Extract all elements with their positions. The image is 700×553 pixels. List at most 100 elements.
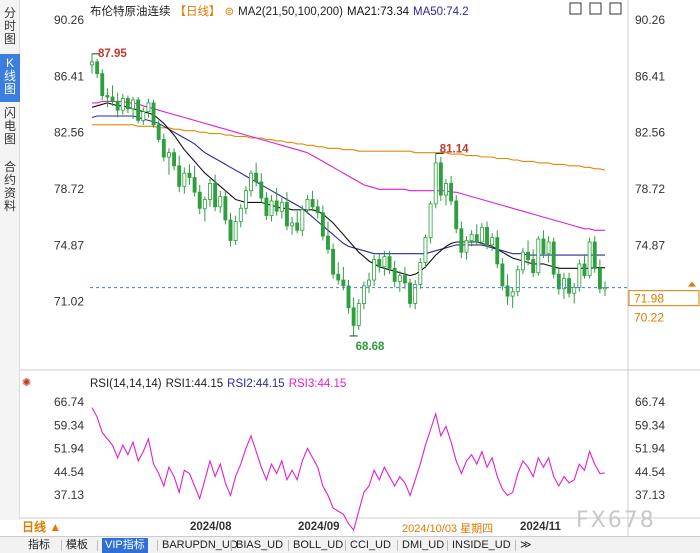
left-tab-3[interactable]: 合约资料 xyxy=(3,160,16,213)
candle-body xyxy=(459,228,464,253)
tab-separator xyxy=(61,540,62,551)
alert-triangle-icon xyxy=(688,281,696,287)
candle-body xyxy=(372,259,377,281)
rsi2-value: RSI2:44.15 xyxy=(227,378,285,390)
fullscreen-icon xyxy=(609,2,622,15)
bottom-tab-8[interactable]: INSIDE_UD xyxy=(452,539,511,551)
candle-body xyxy=(408,282,412,304)
bottom-tab-1[interactable]: 模板 xyxy=(66,539,88,551)
tab-separator xyxy=(97,540,98,551)
candle-body xyxy=(300,209,305,231)
candle-body xyxy=(382,256,387,268)
tab-separator xyxy=(397,540,398,551)
candle-body xyxy=(331,248,336,275)
candle-body xyxy=(161,139,166,158)
candle-body xyxy=(438,162,443,196)
candle-body xyxy=(597,267,602,290)
candle-body xyxy=(115,101,120,111)
candle-body xyxy=(141,111,146,121)
rsi1-value: RSI1:44.15 xyxy=(165,378,224,390)
candle-body xyxy=(218,196,223,208)
candle-body xyxy=(274,200,279,212)
candle-body xyxy=(264,197,269,217)
bottom-tab-4[interactable]: BIAS_UD xyxy=(236,539,284,551)
candle-body xyxy=(392,267,397,282)
candle-body xyxy=(167,152,171,158)
gear-icon[interactable]: ⊜ xyxy=(224,6,235,18)
tab-separator xyxy=(447,540,448,551)
candle-body xyxy=(310,199,315,208)
bottom-tab-9[interactable]: ≫ xyxy=(520,539,532,551)
bottom-tab-5[interactable]: BOLL_UD xyxy=(293,539,344,551)
settings-icon: ✺ xyxy=(22,376,31,389)
candle-body xyxy=(567,278,572,294)
ma21-line xyxy=(91,102,605,277)
candle-body xyxy=(413,284,418,304)
low-annotation: 68.68 xyxy=(356,341,385,353)
candle-body xyxy=(546,241,551,255)
date-label: 2024/11 xyxy=(520,521,562,533)
candle-body xyxy=(454,200,459,230)
candle-body xyxy=(120,98,125,111)
bottom-tab-7[interactable]: DMI_UD xyxy=(402,539,445,551)
ma200-line xyxy=(92,124,606,171)
candle-body xyxy=(223,196,228,221)
watermark: FX678 xyxy=(576,508,656,533)
candle-body xyxy=(238,207,243,222)
candle-body xyxy=(592,241,597,269)
price-tick-left: 86.41 xyxy=(54,69,84,83)
price-tick-right: 86.41 xyxy=(635,69,665,83)
date-label: 2024/08 xyxy=(190,521,232,533)
candle-body xyxy=(290,222,295,227)
price-tick-right: 90.26 xyxy=(635,13,665,27)
bottom-tab-2[interactable]: VIP指标 xyxy=(102,538,148,553)
tab-separator xyxy=(231,540,232,551)
kline-chart[interactable]: 90.26 90.26 86.41 86.41 82.56 82.56 78.72 78.72… xyxy=(0,0,700,536)
candle-body xyxy=(587,241,592,277)
tab-separator xyxy=(288,540,289,551)
candle-body xyxy=(341,279,346,287)
rsi-tick-left: 66.74 xyxy=(54,395,84,409)
instrument-title: 布伦特原油连续 xyxy=(90,6,171,18)
left-tab-0[interactable]: 分时图 xyxy=(3,6,16,46)
rsi-tick-left: 59.34 xyxy=(54,418,84,432)
rsi-tick-right: 59.34 xyxy=(635,418,665,432)
candle-body xyxy=(526,251,530,260)
candle-body xyxy=(469,234,474,241)
price-tick-left: 71.02 xyxy=(54,295,84,309)
period-tag[interactable]: 【日线】 xyxy=(174,6,221,18)
candle-body xyxy=(125,98,130,110)
bottom-tab-6[interactable]: CCI_UD xyxy=(350,539,391,551)
candle-body xyxy=(336,273,341,281)
candle-body xyxy=(520,251,525,271)
candle-body xyxy=(356,303,361,326)
candle-body xyxy=(500,263,505,287)
candle-body xyxy=(326,235,330,250)
bottom-tab-0[interactable]: 指标 xyxy=(28,539,50,551)
candle-body xyxy=(305,199,310,211)
candle-body xyxy=(172,152,177,167)
candle-body xyxy=(541,238,546,255)
price-tick-left: 90.26 xyxy=(54,13,84,27)
candle-body xyxy=(397,275,402,282)
candle-body xyxy=(100,73,105,96)
candle-body xyxy=(346,285,351,309)
rsi-tick-left: 51.94 xyxy=(54,442,84,456)
candle-body xyxy=(556,273,561,290)
rsi-tick-right: 37.13 xyxy=(635,488,665,502)
candle-body xyxy=(315,206,320,214)
candle-body xyxy=(377,259,382,268)
candle-body xyxy=(177,165,182,187)
rsi3-value: RSI3:44.15 xyxy=(288,378,347,390)
ma-label: MA2(21,50,100,200) xyxy=(238,6,343,18)
left-tab-2[interactable]: 闪电图 xyxy=(3,106,16,146)
main-legend: 布伦特原油连续 【日线】 ⊜ MA2(21,50,100,200) MA21:73.34… xyxy=(90,3,473,19)
candle-body xyxy=(146,102,151,113)
price-tick-left: 78.72 xyxy=(54,182,84,196)
candle-body xyxy=(423,237,428,263)
candle-body xyxy=(90,61,94,66)
bottom-tab-3[interactable]: BARUPDN_UD xyxy=(162,539,238,551)
candle-body xyxy=(572,286,577,294)
period-button[interactable]: 日线 ▲ xyxy=(22,520,62,534)
